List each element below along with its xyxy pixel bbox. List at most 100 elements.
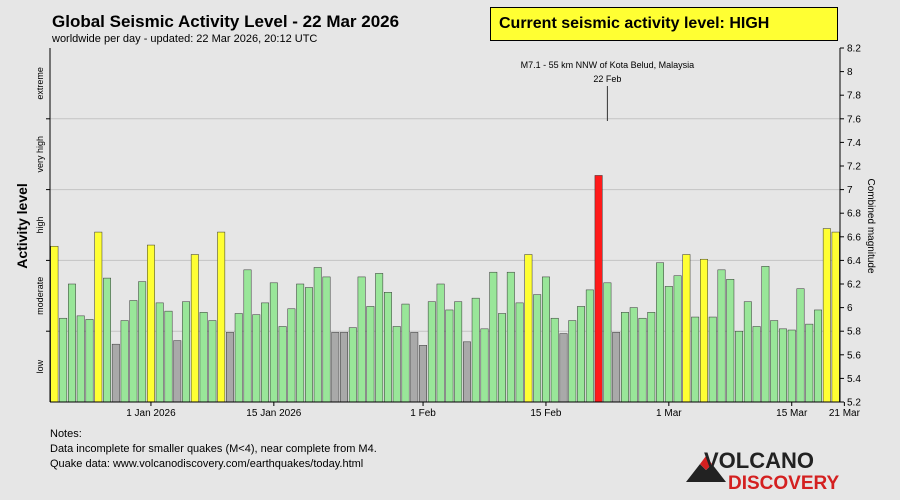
right-tick-label: 5.6: [847, 350, 861, 361]
chart-title: Global Seismic Activity Level - 22 Mar 2…: [52, 12, 400, 31]
bar-moderate: [542, 276, 550, 403]
bar-moderate: [375, 273, 384, 403]
right-tick-label: 6.6: [847, 232, 861, 243]
bar-moderate: [313, 267, 322, 403]
bar-moderate: [664, 286, 673, 403]
bar-low: [410, 332, 419, 403]
bar-low: [111, 343, 120, 403]
bar-low: [331, 332, 340, 403]
right-tick-label: 6.2: [847, 280, 861, 291]
bar-high: [190, 254, 199, 403]
bar-moderate: [234, 313, 243, 403]
volcano-lava-icon: [700, 456, 712, 470]
bar-moderate: [471, 297, 480, 403]
bar-moderate: [138, 281, 147, 403]
bar-high: [217, 231, 226, 403]
bar-moderate: [76, 315, 85, 403]
bar-moderate: [68, 283, 76, 403]
bar-series: [50, 175, 840, 403]
right-tick-label: 7.2: [847, 162, 861, 173]
bar-moderate: [155, 302, 164, 403]
bar-moderate: [164, 310, 173, 403]
right-tick-label: 7.6: [847, 114, 861, 125]
bar-moderate: [296, 283, 305, 403]
logo-text-volcano: VOLCANO: [704, 448, 814, 473]
current-level-badge: Current seismic activity level: HIGH: [490, 7, 838, 41]
notes-heading: Notes:: [50, 428, 82, 440]
bar-moderate: [454, 301, 463, 403]
right-tick-label: 5.2: [847, 398, 861, 409]
bar-moderate: [629, 307, 638, 403]
bar-moderate: [770, 320, 779, 403]
level-label: very high: [35, 136, 45, 173]
bar-moderate: [787, 329, 796, 403]
level-label: moderate: [35, 277, 45, 315]
right-tick-label: 7.8: [847, 91, 861, 102]
bar-high: [700, 258, 708, 403]
right-axis-ticks: 5.2 5.4 5.6 5.8 6 6.2 6.4 6.6 6.8 7 7.2 7.4 7.6 7.8 8 8…: [840, 44, 861, 409]
level-label: low: [35, 359, 45, 373]
bar-moderate: [269, 282, 278, 403]
bar-low: [419, 345, 427, 403]
bar-high: [831, 231, 840, 403]
bar-high: [524, 254, 533, 403]
right-tick-label: 6.4: [847, 256, 861, 267]
x-tick-label: 1 Mar: [656, 408, 682, 419]
bar-moderate: [305, 287, 313, 403]
bar-high: [822, 228, 831, 403]
bar-moderate: [603, 282, 612, 403]
bar-moderate: [182, 301, 190, 403]
x-tick-label: 15 Jan 2026: [246, 408, 301, 419]
volcanodiscovery-logo[interactable]: VOLCANO DISCOVERY: [686, 446, 856, 494]
bar-moderate: [805, 323, 814, 403]
bar-extreme: [594, 175, 603, 403]
annotation: M7.1 - 55 km NNW of Kota Belud, Malaysia…: [521, 60, 694, 121]
bar-moderate: [708, 316, 717, 403]
bar-low: [226, 332, 234, 403]
bar-moderate: [129, 300, 138, 403]
notes-line-1: Data incomplete for smaller quakes (M<4)…: [50, 443, 377, 455]
x-tick-label: 21 Mar: [829, 408, 861, 419]
bar-moderate: [761, 266, 770, 403]
bar-moderate: [726, 279, 735, 403]
bar-moderate: [779, 328, 787, 403]
bar-low: [340, 332, 348, 403]
bar-moderate: [401, 303, 410, 403]
right-axis-label: Combined magnitude: [865, 178, 876, 273]
bar-moderate: [120, 320, 129, 403]
bar-moderate: [366, 306, 375, 403]
bar-moderate: [384, 292, 392, 403]
bar-moderate: [498, 313, 506, 403]
bar-moderate: [436, 283, 445, 403]
bar-moderate: [85, 319, 94, 403]
bar-moderate: [357, 276, 366, 403]
bar-moderate: [752, 326, 761, 403]
notes-line-2: Quake data: www.volcanodiscovery.com/ear…: [50, 458, 364, 470]
bar-moderate: [427, 301, 436, 403]
bar-moderate: [691, 316, 700, 403]
bar-moderate: [445, 309, 454, 403]
right-tick-label: 7.4: [847, 138, 861, 149]
bar-moderate: [243, 269, 252, 403]
volcano-icon: [686, 464, 726, 482]
bar-moderate: [199, 312, 208, 403]
right-tick-label: 8.2: [847, 44, 861, 55]
bar-moderate: [480, 328, 489, 403]
chart-subtitle: worldwide per day - updated: 22 Mar 2026…: [52, 33, 318, 45]
bar-moderate: [585, 289, 594, 403]
bar-moderate: [533, 294, 542, 403]
activity-level-labels: low moderate high very high extreme: [35, 67, 50, 373]
x-axis-ticks: 1 Jan 2026 15 Jan 2026 1 Feb 15 Feb 1 Mar 15 …: [126, 402, 861, 419]
level-label: extreme: [35, 67, 45, 100]
bar-moderate: [621, 312, 629, 403]
bar-moderate: [568, 320, 577, 403]
right-tick-label: 5.8: [847, 327, 861, 338]
bar-moderate: [287, 308, 296, 403]
level-label: high: [35, 216, 45, 233]
bar-high: [94, 231, 103, 403]
x-tick-label: 1 Feb: [410, 408, 436, 419]
bar-moderate: [577, 306, 585, 403]
bar-moderate: [261, 302, 269, 403]
bar-moderate: [392, 326, 401, 403]
bar-moderate: [208, 320, 217, 403]
